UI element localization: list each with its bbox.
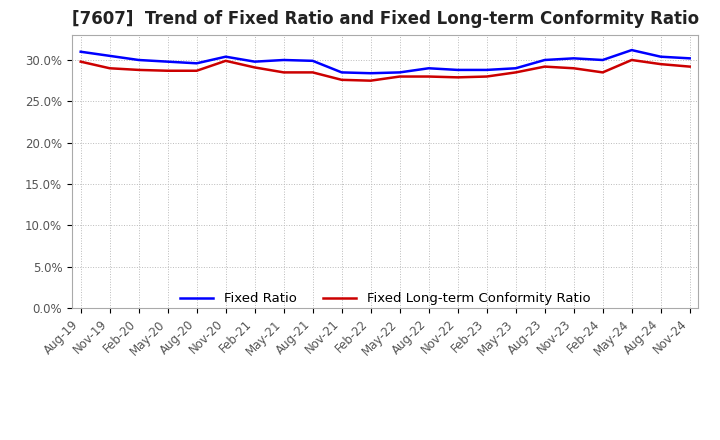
Fixed Long-term Conformity Ratio (424, 74, 433, 79)
Fixed Long-term Conformity Ratio (308, 70, 317, 75)
Line: Fixed Long-term Conformity Ratio: Fixed Long-term Conformity Ratio (81, 60, 690, 81)
Fixed Long-term Conformity Ratio (338, 77, 346, 82)
Fixed Long-term Conformity Ratio (192, 68, 201, 73)
Fixed Long-term Conformity Ratio (163, 68, 172, 73)
Fixed Long-term Conformity Ratio (454, 75, 462, 80)
Fixed Ratio (454, 67, 462, 73)
Fixed Ratio (279, 57, 288, 62)
Fixed Ratio (424, 66, 433, 71)
Fixed Ratio (395, 70, 404, 75)
Fixed Long-term Conformity Ratio (395, 74, 404, 79)
Fixed Ratio (685, 56, 694, 61)
Fixed Ratio (657, 54, 665, 59)
Fixed Ratio (135, 57, 143, 62)
Fixed Long-term Conformity Ratio (366, 78, 375, 83)
Fixed Ratio (482, 67, 491, 73)
Fixed Long-term Conformity Ratio (541, 64, 549, 69)
Fixed Long-term Conformity Ratio (279, 70, 288, 75)
Fixed Long-term Conformity Ratio (657, 62, 665, 67)
Fixed Long-term Conformity Ratio (76, 59, 85, 64)
Fixed Ratio (76, 49, 85, 55)
Fixed Long-term Conformity Ratio (570, 66, 578, 71)
Line: Fixed Ratio: Fixed Ratio (81, 50, 690, 73)
Fixed Long-term Conformity Ratio (105, 66, 114, 71)
Fixed Ratio (105, 53, 114, 59)
Fixed Ratio (570, 56, 578, 61)
Fixed Long-term Conformity Ratio (685, 64, 694, 69)
Fixed Ratio (221, 54, 230, 59)
Title: [7607]  Trend of Fixed Ratio and Fixed Long-term Conformity Ratio: [7607] Trend of Fixed Ratio and Fixed Lo… (71, 10, 699, 28)
Fixed Ratio (308, 58, 317, 63)
Fixed Long-term Conformity Ratio (482, 74, 491, 79)
Fixed Long-term Conformity Ratio (598, 70, 607, 75)
Fixed Ratio (251, 59, 259, 64)
Fixed Ratio (163, 59, 172, 64)
Fixed Ratio (598, 57, 607, 62)
Fixed Ratio (338, 70, 346, 75)
Fixed Long-term Conformity Ratio (221, 58, 230, 63)
Fixed Long-term Conformity Ratio (627, 57, 636, 62)
Fixed Long-term Conformity Ratio (135, 67, 143, 73)
Fixed Long-term Conformity Ratio (251, 65, 259, 70)
Fixed Ratio (366, 70, 375, 76)
Fixed Long-term Conformity Ratio (511, 70, 520, 75)
Fixed Ratio (511, 66, 520, 71)
Fixed Ratio (541, 57, 549, 62)
Fixed Ratio (627, 48, 636, 53)
Fixed Ratio (192, 61, 201, 66)
Legend: Fixed Ratio, Fixed Long-term Conformity Ratio: Fixed Ratio, Fixed Long-term Conformity … (175, 287, 595, 311)
